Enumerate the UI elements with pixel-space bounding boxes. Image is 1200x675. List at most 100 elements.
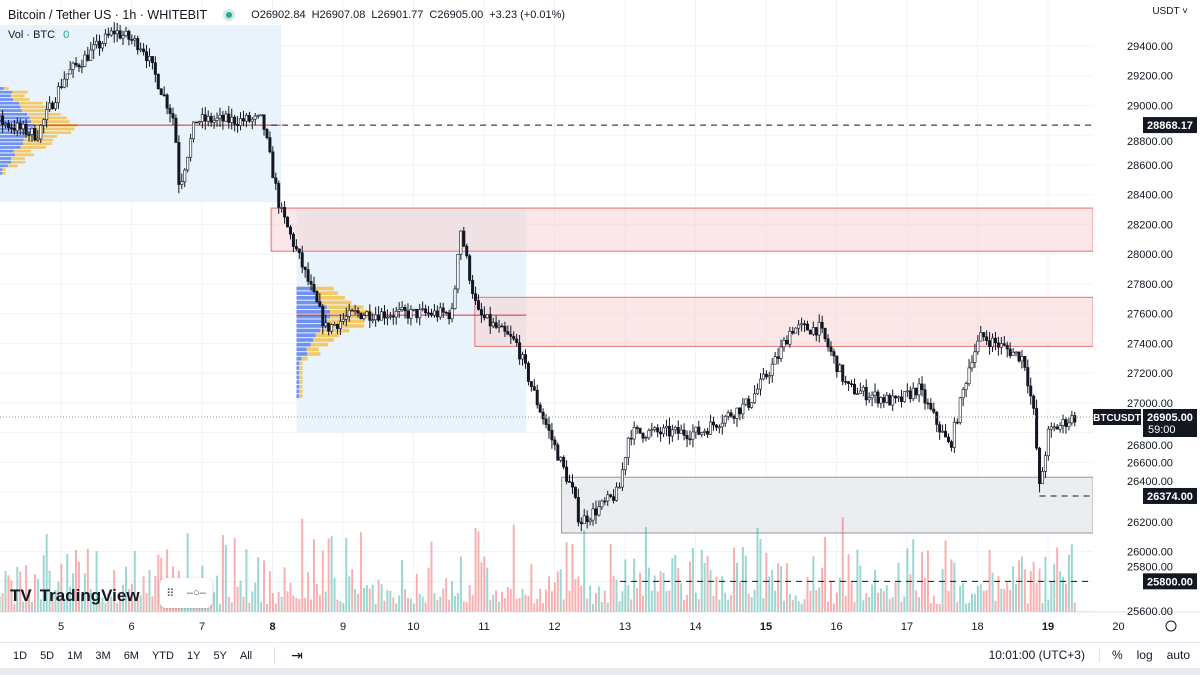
timezone-clock[interactable]: 10:01:00 (UTC+3) [988,648,1085,662]
volume-bar [1015,584,1018,612]
auto-toggle[interactable]: auto [1166,648,1190,662]
go-to-date-icon[interactable]: ⇥ [274,647,303,664]
volume-profile-bar-up [296,296,319,300]
candle-body [838,364,842,373]
candle-body [946,436,950,443]
volume-bar [69,586,72,612]
candle-body [706,431,710,435]
candle-body [958,397,962,423]
log-toggle[interactable]: log [1136,648,1153,662]
range-1d[interactable]: 1D [13,649,28,662]
volume-bar [19,571,22,612]
candle-body [418,309,422,319]
volume-bar [477,531,480,612]
volume-label[interactable]: Vol · BTC [8,29,56,41]
floating-drawing-widget[interactable]: ⠿ –○– [160,578,212,608]
volume-bar [832,603,835,612]
candle-body [268,137,272,153]
candle-body [1032,395,1036,409]
candle-body [935,411,939,425]
volume-profile-bar-down [315,333,340,338]
price-axis [1093,0,1200,642]
volume-bar [398,595,401,612]
candle-body [330,324,334,332]
volume-bar [539,588,542,612]
percent-toggle[interactable]: % [1098,648,1123,662]
price-chart[interactable]: 25600.00 25800.00 26000.00 26200.00 26400.00… [0,0,1200,642]
volume-profile-bar-down [299,366,303,370]
symbol-title[interactable]: Bitcoin / Tether US · 1h · WHITEBIT [8,8,208,22]
candle-body [71,62,75,70]
bottom-strip [0,668,1200,675]
volume-bar [57,581,60,612]
candle-body [767,375,771,378]
currency-select[interactable]: USDT ˅ [1152,6,1188,17]
volume-bar [321,550,324,612]
candle-body [926,402,930,405]
time-tick-label: 8 [269,621,275,633]
volume-profile-bar-down [27,112,61,116]
candle-body [776,356,780,359]
level-price-label: 28868.17 [1147,120,1193,132]
candle-body [791,331,795,334]
range-1y[interactable]: 1Y [186,649,201,662]
candle-body [259,114,263,117]
volume-bar [0,596,1,612]
candle-body [535,389,539,406]
volume-bar [759,539,762,612]
candle-body [550,430,554,441]
candle-body [988,340,992,347]
volume-bar [768,576,771,612]
range-all[interactable]: All [239,649,253,662]
candle-body [162,94,166,97]
volume-bar [283,567,286,612]
volume-bar [597,586,600,612]
candle-body [617,486,621,489]
volume-bar [427,567,430,612]
candle-body [711,421,715,426]
volume-bar [683,600,686,612]
candle-body [465,245,469,257]
volume-profile-bar-up [0,168,3,171]
volume-bar [1012,566,1015,612]
volume-bar [600,601,603,612]
range-6m[interactable]: 6M [123,649,139,662]
candle-body [415,308,419,319]
volume-profile-bar-down [318,296,345,300]
candle-body [576,497,580,523]
volume-bar [606,602,609,612]
range-1m[interactable]: 1M [67,649,83,662]
volume-profile-bar-up [296,324,327,328]
volume-profile-bar-down [327,319,365,324]
range-5y[interactable]: 5Y [213,649,227,662]
volume-bar [489,599,492,612]
volume-bar [659,571,662,612]
range-ytd[interactable]: YTD [151,649,174,662]
volume-bar [248,602,251,612]
volume-bar [1017,560,1020,612]
volume-profile-bar-up [296,347,307,352]
volume-bar [871,584,874,612]
volume-profile-bar-down [20,146,46,149]
drag-handle-icon[interactable]: ⠿ [166,587,175,600]
candle-body [782,340,786,348]
volume-bar [730,595,733,612]
volume-bar [694,592,697,612]
candle-body [471,280,475,294]
volume-bar [377,579,380,612]
range-3m[interactable]: 3M [95,649,111,662]
range-5d[interactable]: 5D [40,649,55,662]
volume-bar [956,602,959,612]
candle-body [233,116,237,125]
volume-bar [865,593,868,612]
settings-icon[interactable] [1165,620,1177,632]
price-tick-label: 28400.00 [1127,190,1173,202]
candle-body [435,310,439,318]
candle-body [562,456,566,468]
candle-body [1023,356,1027,368]
volume-profile-bar-up [296,384,300,389]
volume-profile-bar-up [0,105,21,109]
candle-body [212,120,216,123]
line-tool-icon[interactable]: –○– [186,587,206,599]
candle-body [882,397,886,403]
